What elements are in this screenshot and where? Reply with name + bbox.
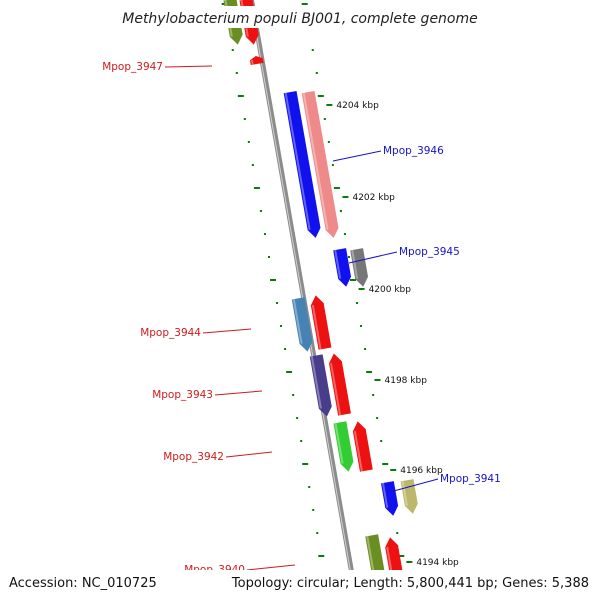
genome-summary: Topology: circular; Length: 5,800,441 bp… [231,576,589,591]
gene-label: Mpop_3946 [383,145,444,157]
gene-arrow [309,354,332,417]
gene-arrow [329,353,351,416]
kbp-tick-label: 4198 kbp [385,376,428,386]
gene-arrow [352,421,373,472]
gene-arrow [380,481,399,516]
gene-arrow [310,295,332,350]
gene-arrow [365,534,385,581]
kbp-tick-label: 4204 kbp [336,101,379,111]
gene-arrow-body [380,481,399,516]
gene-arrow-shine [353,430,363,472]
gene-arrow-shine [284,92,311,230]
gene-arrow-shine [401,480,408,506]
gene-arrow-shine [329,362,342,416]
gene-label-leader [225,451,273,458]
gene-arrow-body [291,297,313,352]
gene-label-leader [202,328,252,334]
gene-arrow-shine [250,59,254,65]
gene-arrow-body [309,354,332,417]
gene-label: Mpop_3947 [102,61,163,73]
gene-arrow-body [283,90,321,238]
gene-arrow-shine [334,422,344,464]
gene-label: Mpop_3944 [140,327,201,339]
gene-arrow [301,90,339,238]
kbp-tick-label: 4202 kbp [352,193,395,203]
gene-arrow-shine [381,482,389,508]
kbp-ticks: 4204 kbp 4202 kbp 4200 kbp 4198 kbp 4196 kbp… [326,101,459,568]
gene-arrow [283,90,321,238]
kbp-tick-label: 4194 kbp [416,558,459,568]
kbp-tick-label: 4200 kbp [369,285,412,295]
gene-arrow-shine [351,249,359,279]
gene-label-leader [164,65,213,68]
gene-arrow-body [350,248,369,287]
gene-arrow [333,421,354,472]
gene-arrow [249,56,264,66]
accession-label: Accession: NC_010725 [9,576,157,591]
tick-dots [221,3,407,580]
title-backdrop [120,6,482,28]
gene-arrow-body [329,353,351,416]
gene-labels: Mpop_3947 Mpop_3946 Mpop_3945 Mpop_3944 Mpop… [102,61,501,576]
gene-arrow-shine [334,249,342,279]
gene-arrow-shine [302,92,329,230]
gene-label: Mpop_3942 [163,451,224,463]
footer-backdrop [0,570,600,600]
gene-label-leader [389,478,439,493]
gene-arrow [333,248,352,287]
gene-arrow-shine [366,535,375,573]
map-title: Methylobacterium populi BJ001, complete … [122,11,478,27]
gene-arrow-body [333,248,352,287]
gene-arrow-body [333,421,354,472]
gene-label: Mpop_3945 [399,246,460,258]
gene-arrow-body [310,295,332,350]
kbp-tick-label: 4196 kbp [400,466,443,476]
gene-arrow-body [365,534,385,581]
gene-arrow-body [352,421,373,472]
gene-arrow-body [301,90,339,238]
gene-arrow-shine [292,299,303,344]
gene-track [223,0,418,588]
gene-label: Mpop_3941 [440,473,501,485]
gene-arrow-shine [310,356,322,409]
gene-arrow-shine [311,304,322,350]
gene-label: Mpop_3943 [152,389,213,401]
gene-label-leader [332,150,382,162]
gene-arrow [350,248,369,287]
gene-label-leader [214,390,263,396]
gene-arrow [291,297,313,352]
gene-label-leader [246,564,296,571]
gene-arrow-body [249,56,264,66]
gene-label-leader [348,251,398,264]
